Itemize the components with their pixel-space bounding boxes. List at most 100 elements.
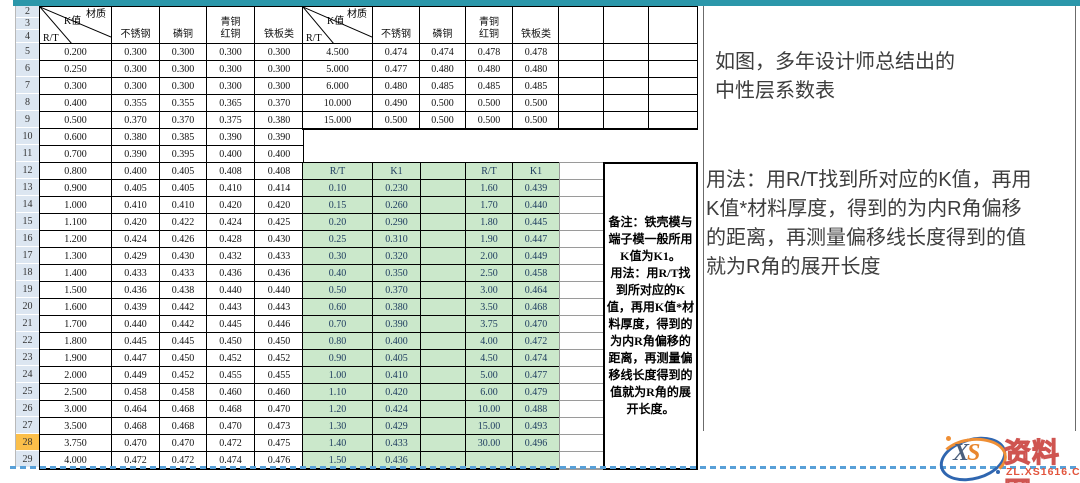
cell[interactable]: 0.400 — [40, 95, 112, 112]
cell[interactable]: 0.300 — [255, 61, 303, 78]
cell[interactable]: 0.300 — [255, 44, 303, 61]
cell[interactable]: 0.433 — [373, 435, 421, 452]
row-header-27[interactable]: 27 — [16, 417, 40, 434]
cell[interactable]: 15.000 — [303, 112, 373, 129]
cell[interactable]: 0.700 — [40, 146, 112, 163]
cell[interactable] — [421, 350, 466, 367]
cell[interactable]: 5.000 — [303, 61, 373, 78]
cell[interactable]: 0.468 — [160, 401, 207, 418]
cell[interactable]: 0.380 — [112, 129, 160, 146]
cell[interactable]: 1.70 — [466, 197, 513, 214]
cell[interactable]: 0.480 — [513, 61, 559, 78]
column-header[interactable]: 磷铜 — [420, 7, 466, 44]
cell[interactable]: 0.390 — [373, 316, 421, 333]
cell[interactable]: 0.430 — [160, 248, 207, 265]
cell[interactable]: 0.450 — [207, 333, 255, 350]
cell[interactable]: 0.390 — [255, 129, 303, 146]
cell[interactable]: 0.424 — [207, 214, 255, 231]
cell[interactable] — [560, 180, 604, 197]
row-header-4[interactable]: 4 — [16, 30, 40, 43]
cell[interactable]: 0.385 — [160, 129, 207, 146]
cell[interactable]: 0.500 — [420, 112, 466, 129]
cell[interactable]: 0.400 — [255, 146, 303, 163]
cell[interactable]: K1 — [513, 163, 559, 180]
cell[interactable]: 0.300 — [207, 78, 255, 95]
cell[interactable]: 0.439 — [112, 299, 160, 316]
cell[interactable]: 0.440 — [112, 316, 160, 333]
row-header-19[interactable]: 19 — [16, 281, 40, 298]
cell[interactable]: 0.40 — [303, 265, 373, 282]
cell[interactable]: 0.500 — [40, 112, 112, 129]
cell[interactable] — [560, 265, 604, 282]
cell[interactable]: 0.493 — [513, 418, 559, 435]
row-header-13[interactable]: 13 — [16, 179, 40, 196]
cell[interactable]: 0.442 — [160, 299, 207, 316]
cell[interactable]: 0.422 — [160, 214, 207, 231]
cell[interactable]: 0.310 — [373, 231, 421, 248]
cell[interactable]: 0.429 — [373, 418, 421, 435]
cell[interactable]: 0.474 — [513, 350, 559, 367]
cell[interactable] — [421, 214, 466, 231]
cell[interactable] — [559, 44, 604, 61]
cell[interactable] — [560, 384, 604, 401]
cell[interactable] — [559, 7, 604, 44]
cell[interactable]: 1.800 — [40, 333, 112, 350]
cell[interactable]: 10.000 — [303, 95, 373, 112]
cell[interactable]: 0.405 — [112, 180, 160, 197]
cell[interactable]: 0.468 — [160, 418, 207, 435]
cell[interactable]: 0.390 — [207, 129, 255, 146]
cell[interactable]: 0.70 — [303, 316, 373, 333]
row-header-25[interactable]: 25 — [16, 383, 40, 400]
cell[interactable] — [421, 418, 466, 435]
cell[interactable]: 0.475 — [255, 435, 303, 452]
cell[interactable]: 0.480 — [420, 61, 466, 78]
cell[interactable]: 0.405 — [160, 180, 207, 197]
cell[interactable]: 0.447 — [513, 231, 559, 248]
cell[interactable]: 4.500 — [303, 44, 373, 61]
cell[interactable] — [559, 61, 604, 78]
cell[interactable]: 0.479 — [513, 384, 559, 401]
cell[interactable]: 0.30 — [303, 248, 373, 265]
cell[interactable]: 0.445 — [112, 333, 160, 350]
cell[interactable]: 0.370 — [255, 95, 303, 112]
diagonal-corner-cell[interactable]: K值 材质 R/T — [40, 7, 112, 44]
cell[interactable]: 0.443 — [207, 299, 255, 316]
cell[interactable]: 0.445 — [160, 333, 207, 350]
cell[interactable]: 0.488 — [513, 401, 559, 418]
cell[interactable] — [560, 197, 604, 214]
cell[interactable] — [421, 367, 466, 384]
row-header-16[interactable]: 16 — [16, 230, 40, 247]
cell[interactable]: 0.460 — [207, 384, 255, 401]
cell[interactable]: 0.300 — [255, 78, 303, 95]
row-header-20[interactable]: 20 — [16, 298, 40, 315]
cell[interactable]: 0.450 — [160, 350, 207, 367]
cell[interactable]: 0.429 — [112, 248, 160, 265]
cell[interactable]: 0.414 — [255, 180, 303, 197]
cell[interactable]: 0.433 — [160, 265, 207, 282]
cell[interactable]: 0.480 — [373, 78, 420, 95]
cell[interactable] — [421, 197, 466, 214]
cell[interactable]: 1.20 — [303, 401, 373, 418]
cell[interactable]: 0.405 — [373, 350, 421, 367]
cell[interactable]: 0.468 — [112, 418, 160, 435]
row-header-17[interactable]: 17 — [16, 247, 40, 264]
cell[interactable] — [560, 435, 604, 452]
cell[interactable] — [421, 333, 466, 350]
cell[interactable]: 0.10 — [303, 180, 373, 197]
cell[interactable]: 0.420 — [112, 214, 160, 231]
cell[interactable]: 0.900 — [40, 180, 112, 197]
column-header[interactable]: 不锈钢 — [373, 7, 420, 44]
cell[interactable]: 0.400 — [207, 146, 255, 163]
cell[interactable] — [559, 78, 604, 95]
cell[interactable]: 0.455 — [255, 367, 303, 384]
cell[interactable]: 0.80 — [303, 333, 373, 350]
cell[interactable]: 0.500 — [466, 112, 513, 129]
cell[interactable]: 0.25 — [303, 231, 373, 248]
cell[interactable]: 0.50 — [303, 282, 373, 299]
cell[interactable]: 0.490 — [373, 95, 420, 112]
cell[interactable]: 0.472 — [207, 435, 255, 452]
row-header-18[interactable]: 18 — [16, 264, 40, 281]
cell[interactable]: 0.350 — [373, 265, 421, 282]
cell[interactable] — [421, 401, 466, 418]
cell[interactable]: 0.408 — [207, 163, 255, 180]
